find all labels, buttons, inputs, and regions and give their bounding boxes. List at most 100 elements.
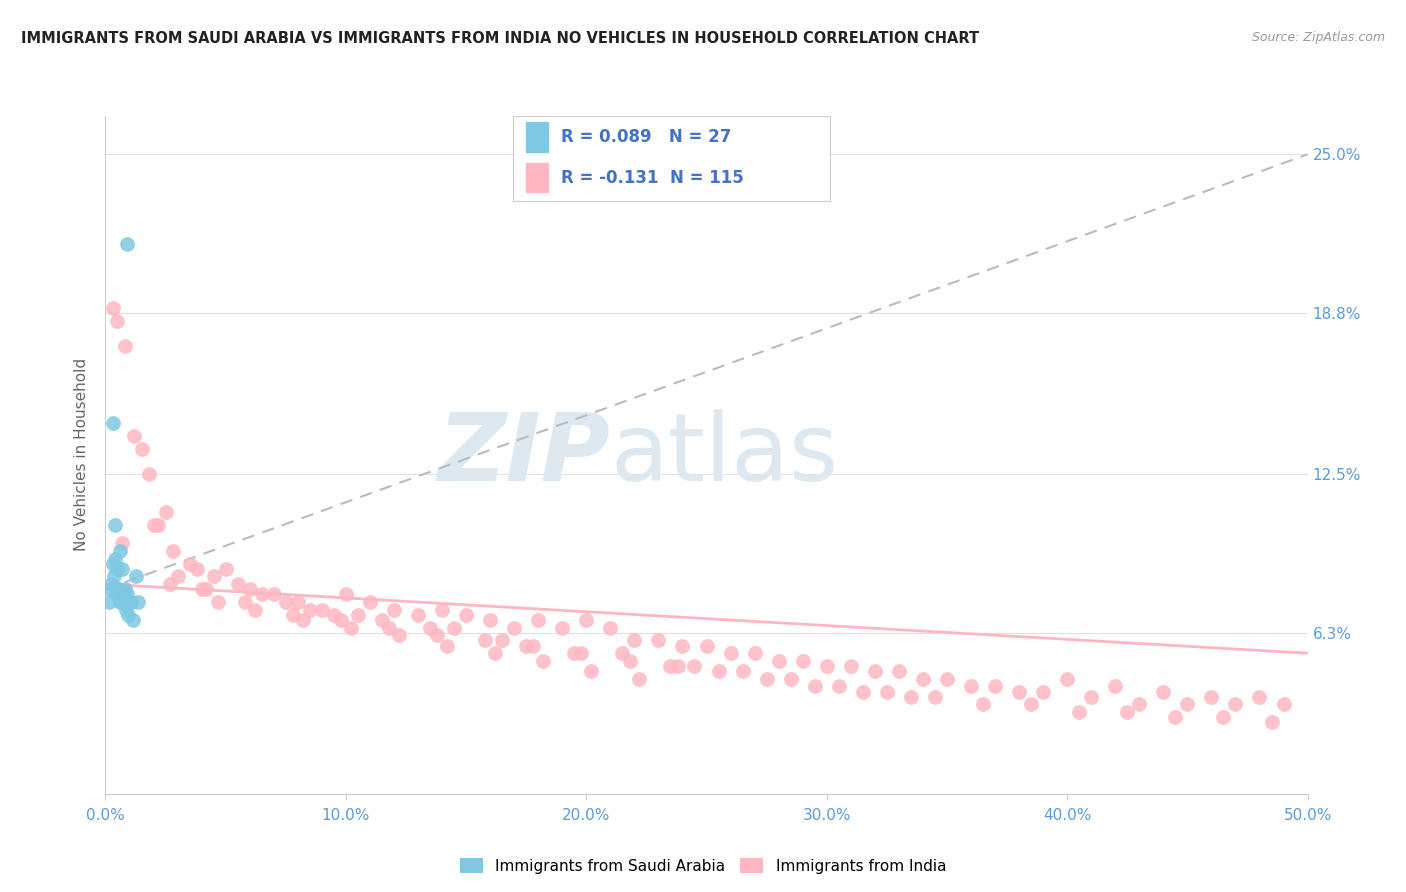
Point (562, 646, 585, 660)
Point (298, 603, 321, 617)
Point (138, 467, 160, 482)
Point (101, 416, 124, 430)
Point (628, 672, 651, 686)
Point (612, 646, 634, 660)
Point (322, 607, 344, 622)
Point (207, 595, 229, 609)
Point (768, 654, 790, 668)
Legend: Immigrants from Saudi Arabia, Immigrants from India: Immigrants from Saudi Arabia, Immigrants… (454, 852, 952, 880)
Point (522, 639, 544, 653)
Point (166, 569, 188, 583)
Point (666, 659, 689, 673)
Point (571, 646, 593, 660)
Point (107, 313, 129, 327)
Point (863, 664, 886, 678)
Point (371, 613, 394, 627)
Point (900, 690, 922, 704)
Point (936, 672, 959, 686)
Point (105, 587, 128, 601)
Point (479, 613, 502, 627)
Point (527, 613, 550, 627)
Point (579, 664, 602, 678)
Point (683, 659, 706, 673)
Point (159, 577, 181, 591)
Point (115, 587, 138, 601)
Point (484, 646, 506, 660)
Point (111, 536, 134, 550)
Point (195, 582, 218, 597)
Point (515, 639, 537, 653)
Point (124, 569, 146, 583)
Point (599, 621, 621, 635)
Point (281, 607, 304, 622)
Point (720, 646, 742, 660)
Text: R = 0.089   N = 27: R = 0.089 N = 27 (561, 128, 731, 146)
Point (378, 621, 401, 635)
Point (330, 613, 353, 627)
Point (233, 595, 256, 609)
Point (162, 544, 184, 558)
Point (924, 690, 946, 704)
Point (671, 639, 693, 653)
Point (291, 613, 314, 627)
Y-axis label: No Vehicles in Household: No Vehicles in Household (75, 359, 90, 551)
Point (491, 633, 513, 648)
Point (803, 680, 825, 694)
Point (243, 603, 266, 617)
Point (779, 672, 801, 686)
Point (114, 582, 136, 597)
Point (202, 569, 225, 583)
Point (531, 654, 554, 668)
Text: ZIP: ZIP (437, 409, 610, 501)
Point (100, 577, 122, 591)
Point (117, 607, 139, 622)
Point (104, 551, 127, 566)
Point (887, 664, 910, 678)
Point (148, 518, 170, 533)
Point (1272, 698, 1295, 712)
Point (474, 633, 496, 648)
Point (839, 659, 862, 673)
Point (1019, 698, 1042, 712)
Point (1116, 705, 1139, 719)
Point (503, 621, 526, 635)
Point (1201, 690, 1223, 704)
Point (575, 613, 598, 627)
Point (1056, 672, 1078, 686)
Point (454, 607, 477, 622)
Point (287, 595, 309, 609)
Point (112, 587, 135, 601)
Point (426, 628, 449, 642)
Point (436, 639, 458, 653)
Point (972, 698, 994, 712)
Point (111, 562, 134, 576)
Point (744, 646, 766, 660)
Point (179, 557, 201, 571)
Point (388, 628, 411, 642)
Text: atlas: atlas (610, 409, 838, 501)
Point (347, 607, 370, 622)
Point (190, 582, 212, 597)
Point (98, 582, 121, 597)
Point (98, 595, 121, 609)
Point (443, 621, 465, 635)
Point (107, 582, 129, 597)
Bar (526, 162, 548, 192)
Point (250, 587, 273, 601)
Point (339, 621, 361, 635)
Point (115, 603, 138, 617)
Point (186, 562, 208, 576)
Point (984, 680, 1007, 694)
Point (359, 595, 381, 609)
Point (103, 569, 125, 583)
Point (1212, 710, 1234, 724)
Point (1104, 680, 1126, 694)
Point (1249, 690, 1271, 704)
Point (731, 664, 754, 678)
Point (792, 654, 814, 668)
Point (647, 633, 669, 648)
Point (876, 684, 898, 698)
Text: Source: ZipAtlas.com: Source: ZipAtlas.com (1251, 31, 1385, 45)
Point (430, 603, 453, 617)
Bar (526, 122, 548, 152)
